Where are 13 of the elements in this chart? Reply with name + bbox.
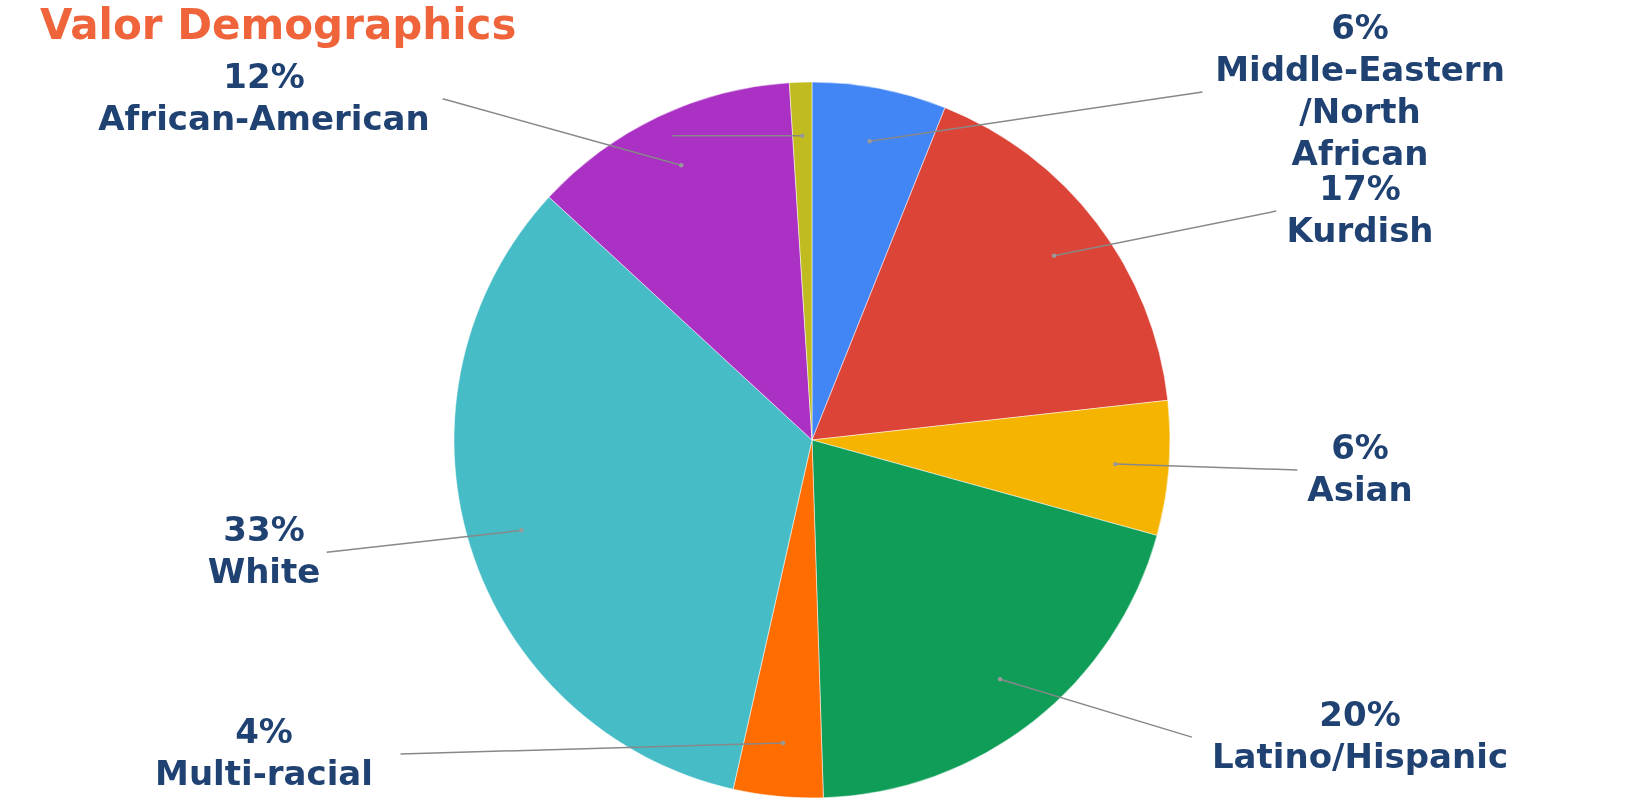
slice-label: African-American	[98, 97, 430, 138]
data-label: 33%	[223, 509, 305, 550]
data-label: 20%	[1319, 694, 1401, 735]
data-label: 12%	[223, 55, 305, 96]
data-label: 6%	[1331, 426, 1389, 467]
slice-label: White	[207, 551, 321, 592]
data-label: 4%	[235, 711, 293, 751]
slice-label: Latino/Hispanic	[1211, 736, 1509, 777]
chart-title: Valor Demographics	[40, 0, 517, 49]
slice-label: Asian	[1307, 468, 1413, 509]
slice-label: Multi-racial	[155, 753, 373, 793]
slice-label: Kurdish	[1286, 210, 1434, 251]
data-label: 6%	[1331, 7, 1389, 47]
